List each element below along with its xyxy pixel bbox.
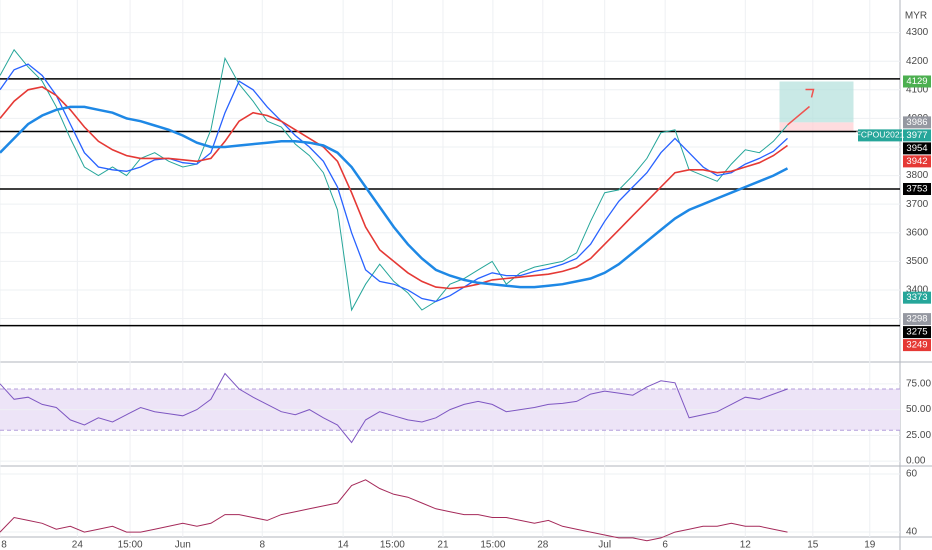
x-tick-label: 15 [807, 540, 819, 550]
series-line [0, 63, 788, 303]
price-label: 3977 [906, 130, 927, 141]
x-tick-label: 8 [259, 540, 265, 550]
x-tick-label: 19 [864, 540, 876, 550]
y-tick-label: 50.00 [906, 404, 931, 415]
price-label-bg [903, 313, 931, 326]
y-tick-label: 75.00 [906, 378, 931, 389]
y-tick-label: 0.00 [906, 456, 926, 467]
price-label: 3373 [906, 292, 927, 303]
x-tick-label: 28 [537, 540, 549, 550]
y-tick-label: 3400 [906, 285, 929, 296]
y-tick-label: 60 [906, 469, 918, 480]
price-label-bg [903, 75, 931, 88]
series-line [0, 105, 789, 289]
symbol-tag-bg [858, 129, 902, 142]
price-label: 3298 [906, 314, 927, 325]
x-tick-label: 15:00 [480, 540, 505, 550]
price-label: 3942 [906, 156, 927, 167]
stop-zone [779, 122, 854, 132]
price-label: 4129 [906, 76, 927, 87]
y-tick-label: 3600 [906, 227, 929, 238]
y-tick-label: 4300 [906, 27, 929, 38]
price-label: 3249 [906, 340, 927, 351]
series-line [0, 479, 788, 542]
target-zone [779, 81, 854, 123]
x-tick-label: 12 [740, 540, 752, 550]
y-tick-label: 3800 [906, 170, 929, 181]
x-tick-label: 14 [338, 540, 350, 550]
y-tick-label: 4200 [906, 56, 929, 67]
projection-arrow [787, 88, 815, 126]
price-label-bg [903, 183, 931, 196]
price-label: 3954 [906, 143, 927, 154]
x-tick-label: 6 [662, 540, 668, 550]
series-line [0, 86, 788, 290]
price-label: 3986 [906, 117, 927, 128]
price-label: 3753 [906, 184, 927, 195]
y-tick-label: 4100 [906, 84, 929, 95]
price-label-bg [903, 339, 931, 352]
x-tick-label: 15:00 [118, 540, 143, 550]
price-label-bg [903, 116, 931, 129]
y-tick-label: 3500 [906, 256, 929, 267]
price-label-bg [903, 326, 931, 339]
symbol-tag: FCPOU2021 [856, 130, 905, 140]
price-label: 3275 [906, 327, 927, 338]
price-label-bg [903, 129, 931, 142]
y-tick-label: 40 [906, 527, 918, 538]
price-label-bg [903, 291, 931, 304]
price-label-bg [903, 155, 931, 168]
y-tick-label: 25.00 [906, 430, 931, 441]
y-tick-label: 3700 [906, 199, 929, 210]
x-tick-label: Jun [175, 540, 191, 550]
x-tick-label: Jul [598, 540, 611, 550]
price-label-bg [903, 142, 931, 155]
currency: MYR [905, 11, 927, 22]
x-tick-label: 15:00 [380, 540, 405, 550]
series-line [0, 372, 788, 444]
x-tick-label: 8 [1, 540, 7, 550]
x-tick-label: 21 [437, 540, 449, 550]
x-tick-label: 24 [72, 540, 84, 550]
